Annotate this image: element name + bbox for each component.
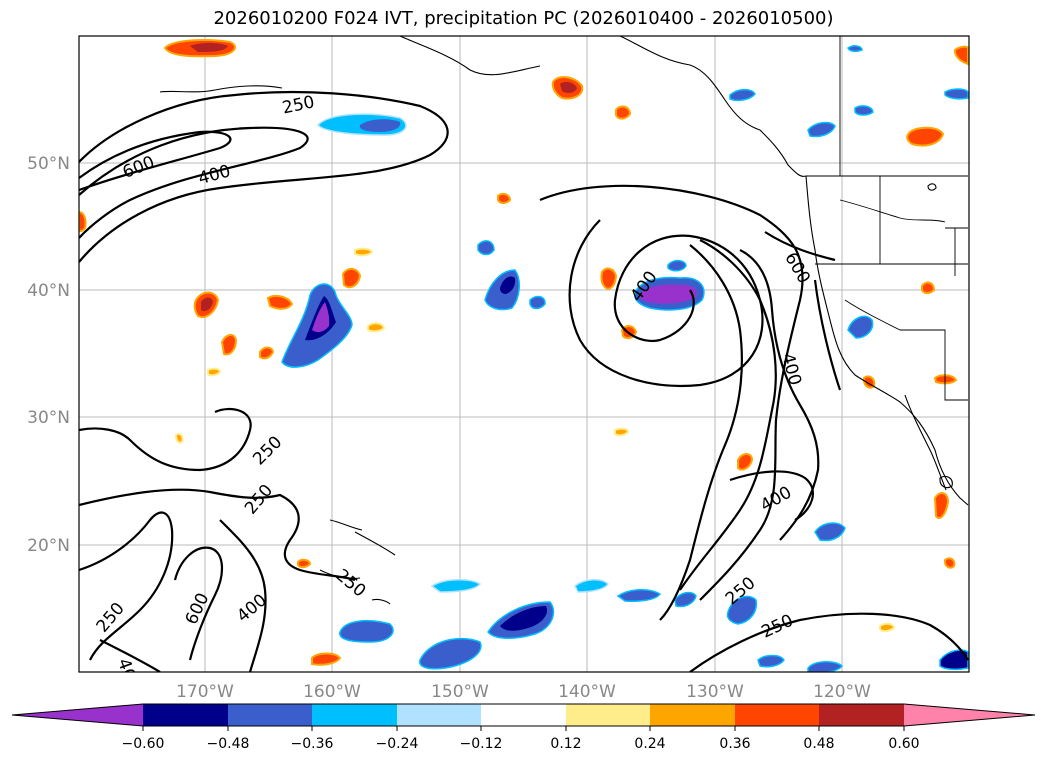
colorbar: −0.60 −0.48 −0.36 −0.24 −0.12 0.12 0.24 … (11, 703, 1036, 752)
lon-label-120w: 120°W (813, 682, 871, 702)
map-frame (78, 35, 970, 673)
colorbar-label: 0.24 (634, 736, 665, 752)
colorbar-segment (735, 704, 819, 726)
ivt-contours (79, 90, 969, 672)
colorbar-label: 0.36 (719, 736, 750, 752)
latitude-labels: 50°N 40°N 30°N 20°N (27, 154, 70, 556)
colorbar-label: 0.48 (803, 736, 834, 752)
colorbar-label: −0.48 (207, 736, 250, 752)
lat-label-40n: 40°N (27, 281, 70, 301)
colorbar-label: 0.12 (550, 736, 581, 752)
colorbar-label: −0.36 (291, 736, 334, 752)
borders (806, 36, 968, 401)
colorbar-segment (228, 704, 312, 726)
precip-negative-anomalies (281, 45, 969, 672)
map-title: 2026010200 F024 IVT, precipitation PC (2… (213, 8, 834, 29)
colorbar-segment (481, 704, 566, 726)
longitude-labels: 170°W 160°W 150°W 140°W 130°W 120°W (176, 682, 871, 702)
lon-label-140w: 140°W (558, 682, 616, 702)
colorbar-label: −0.60 (122, 736, 165, 752)
coastlines (159, 36, 969, 605)
colorbar-ticks (142, 726, 905, 731)
lon-label-150w: 150°W (431, 682, 489, 702)
colorbar-segment (566, 704, 650, 726)
colorbar-segment (819, 704, 904, 726)
gridlines (79, 36, 969, 672)
lon-label-170w: 170°W (176, 682, 234, 702)
colorbar-segment (650, 704, 735, 726)
colorbar-under-extension (12, 704, 143, 726)
colorbar-segment (397, 704, 481, 726)
lat-label-50n: 50°N (27, 154, 70, 174)
lon-label-130w: 130°W (686, 682, 744, 702)
lon-label-160w: 160°W (303, 682, 361, 702)
map-panel: 250 600 400 400 600 400 250 250 400 250 … (79, 36, 969, 672)
lat-label-20n: 20°N (27, 536, 70, 556)
colorbar-label: −0.12 (460, 736, 503, 752)
colorbar-label: −0.24 (376, 736, 419, 752)
colorbar-label: 0.60 (888, 736, 919, 752)
colorbar-segment (312, 704, 397, 726)
colorbar-segment (143, 704, 228, 726)
colorbar-over-extension (904, 704, 1035, 726)
lat-label-30n: 30°N (27, 408, 70, 428)
